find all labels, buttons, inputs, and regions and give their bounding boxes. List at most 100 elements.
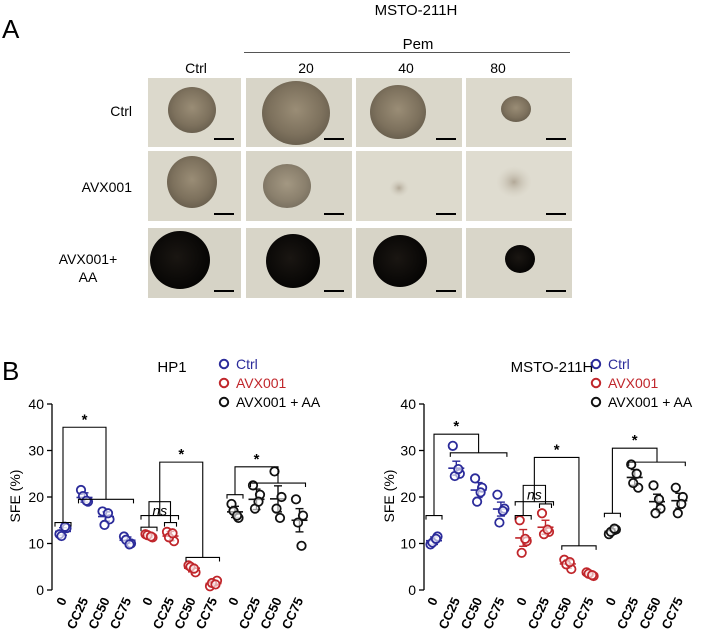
x-tick-label: 0 (424, 595, 441, 608)
data-point (676, 498, 687, 510)
significance-bracket: * (140, 446, 221, 562)
star-label: * (453, 418, 459, 435)
bracket-connector (433, 433, 480, 516)
legend-label: Ctrl (608, 356, 630, 372)
legend-label: AVX001 (236, 375, 287, 391)
star-label: * (82, 411, 88, 428)
data-point (648, 480, 659, 491)
group-3 (492, 489, 510, 528)
data-point (274, 512, 286, 524)
bracket-right (628, 461, 686, 467)
tile-ctrl-80 (466, 78, 572, 147)
legend-marker (218, 396, 230, 408)
bracket-right (449, 452, 508, 457)
legend-label: AVX001 + AA (608, 394, 693, 410)
bracket-connector (234, 466, 279, 495)
y-tick-label: 10 (400, 536, 416, 552)
y-axis-label: SFE (%) (381, 470, 397, 523)
tile-avx001aa-ctrl (148, 228, 241, 298)
tile-avx001aa-80 (466, 228, 572, 298)
data-point (650, 508, 661, 519)
legend-label: AVX001 + AA (236, 394, 321, 410)
bracket-connector (611, 447, 658, 514)
legend-marker (590, 377, 602, 389)
group-4 (514, 515, 532, 558)
bracket-left (226, 494, 244, 499)
legend-label: AVX001 (608, 375, 659, 391)
x-tick-label: 0 (513, 595, 530, 608)
legend-item: AVX001 (590, 375, 659, 391)
data-point (494, 517, 505, 528)
group-4 (140, 529, 158, 543)
data-point (542, 524, 553, 535)
tile-ctrl-40 (356, 78, 462, 147)
group-3 (118, 531, 137, 550)
chart-title: MSTO-211H (511, 359, 594, 376)
group-8 (603, 523, 622, 540)
legend-item: AVX001 + AA (218, 394, 321, 410)
data-point (188, 563, 200, 574)
data-point (102, 508, 114, 519)
data-point (631, 468, 642, 479)
legend-marker (590, 358, 602, 370)
data-point (167, 528, 178, 539)
tile-avx001-80 (466, 151, 572, 221)
legend-item: AVX001 + AA (590, 394, 693, 410)
data-point (296, 540, 307, 551)
legend-item: Ctrl (590, 356, 630, 372)
data-point (469, 473, 481, 484)
data-point (297, 510, 309, 521)
group-1 (75, 484, 94, 507)
data-point (290, 494, 302, 505)
group-0 (425, 531, 443, 550)
bracket-connector (533, 456, 580, 546)
tile-avx001-40 (356, 151, 462, 221)
chart-title: HP1 (157, 359, 186, 376)
legend-marker (218, 377, 230, 389)
data-point (453, 464, 464, 475)
data-point (475, 487, 486, 498)
data-point (210, 579, 221, 590)
bracket-right (163, 522, 178, 527)
star-label: * (178, 446, 184, 463)
data-point (492, 489, 503, 500)
group-11 (290, 494, 309, 551)
data-point (231, 510, 243, 521)
data-point (514, 515, 525, 526)
data-point (276, 491, 287, 503)
col-label-20: 20 (298, 60, 314, 76)
significance-bracket: * (226, 451, 307, 499)
y-tick-label: 20 (400, 489, 416, 505)
pem-label: Pem (402, 36, 434, 53)
bracket-left (425, 515, 443, 520)
data-point (516, 547, 527, 558)
data-point (564, 557, 575, 568)
legend-item: Ctrl (218, 356, 258, 372)
bracket-connector (159, 461, 204, 558)
significance-bracket: * (514, 441, 597, 550)
x-tick-label: CC75 (569, 595, 597, 631)
data-point (609, 523, 620, 534)
panel-a-title: MSTO-211H (374, 2, 458, 19)
data-point (430, 533, 442, 544)
data-point (253, 496, 264, 507)
bracket-right (185, 556, 221, 562)
group-6 (559, 554, 577, 575)
group-7 (581, 567, 599, 582)
data-point (672, 508, 683, 519)
row-label-avx001-aa: AVX001+ AA (40, 250, 136, 286)
data-point (520, 533, 531, 544)
tile-ctrl-20 (246, 78, 352, 147)
data-point (59, 521, 71, 532)
data-point (536, 508, 548, 519)
y-tick-label: 0 (408, 582, 416, 598)
y-tick-label: 30 (400, 443, 416, 459)
group-5 (161, 526, 180, 547)
row-label-line1: AVX001+ (58, 251, 118, 267)
x-tick-label: 0 (139, 595, 156, 608)
group-8 (226, 498, 244, 524)
data-point (81, 495, 92, 506)
y-axis-label: SFE (%) (7, 470, 23, 523)
